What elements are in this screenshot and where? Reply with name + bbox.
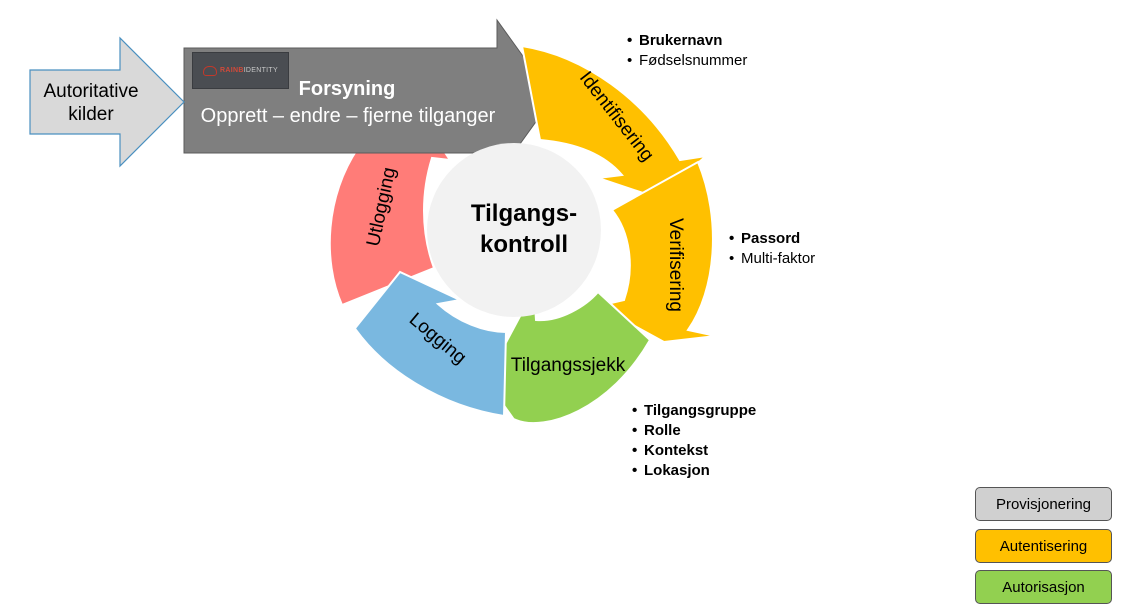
cloud-icon — [203, 65, 218, 76]
provisioning-title: Forsyning — [299, 78, 396, 100]
bullet-item: Tilgangsgruppe — [632, 401, 756, 421]
access-check-segment — [484, 286, 652, 449]
legend-authentication: Autentisering — [975, 529, 1112, 563]
rainbow-identity-logo: RAINBIDENTITY — [192, 52, 289, 89]
bullet-item: Brukernavn — [627, 31, 747, 51]
source-arrow — [29, 36, 185, 168]
identification-bullets: Brukernavn Fødselsnummer — [627, 31, 747, 71]
bullet-item: Passord — [729, 229, 815, 249]
source-label-line2: kilder — [68, 104, 114, 125]
verification-label: Verifisering — [665, 218, 686, 312]
bullet-item: Kontekst — [632, 441, 756, 461]
center-label-line2: kontroll — [480, 231, 568, 258]
bullet-item: Fødselsnummer — [627, 51, 747, 71]
verification-segment — [595, 160, 717, 344]
center-circle — [427, 143, 601, 317]
bullet-item: Rolle — [632, 421, 756, 441]
bullet-item: Multi-faktor — [729, 249, 815, 269]
identification-segment — [520, 44, 710, 200]
center-label-line1: Tilgangs- — [471, 200, 577, 227]
logging-segment — [343, 270, 508, 418]
logo-text: RAINBIDENTITY — [220, 67, 278, 74]
provisioning-subtitle: Opprett – endre – fjerne tilganger — [201, 105, 496, 127]
bullet-item: Lokasjon — [632, 461, 756, 481]
source-label-line1: Autoritative — [43, 81, 138, 102]
legend-authorization: Autorisasjon — [975, 570, 1112, 604]
legend-provisioning: Provisjonering — [975, 487, 1112, 521]
access-check-label: Tilgangssjekk — [511, 355, 626, 376]
verification-bullets: Passord Multi-faktor — [729, 229, 815, 269]
access-check-bullets: Tilgangsgruppe Rolle Kontekst Lokasjon — [632, 401, 756, 481]
